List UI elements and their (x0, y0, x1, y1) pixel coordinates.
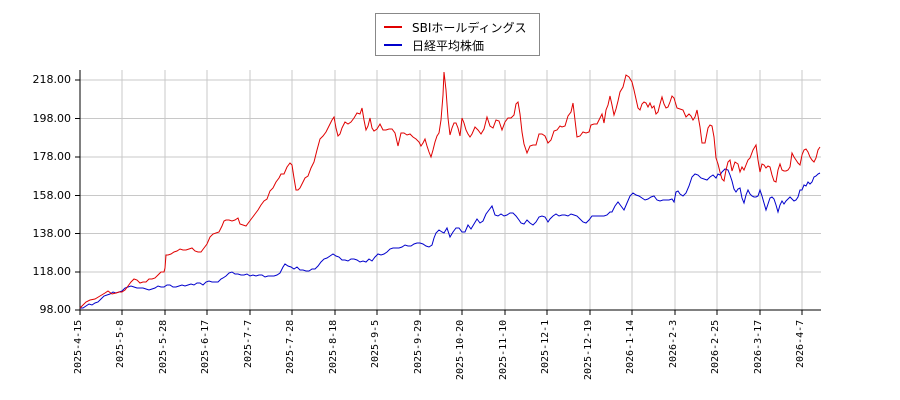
x-tick-label: 2025-12-1 (540, 319, 551, 374)
x-tick-label: 2025-9-29 (413, 319, 424, 374)
y-tick-label: 198.00 (32, 111, 72, 125)
x-tick-label: 2025-8-18 (328, 319, 339, 374)
grid-lines (79, 70, 821, 311)
x-tick-label: 2025-11-10 (498, 319, 509, 380)
legend-item-nikkei: 日経平均株価 (384, 36, 484, 54)
x-tick-label: 2025-12-19 (583, 319, 594, 380)
x-tick-label: 2026-2-3 (668, 319, 679, 368)
legend-swatch-blue-icon (384, 44, 402, 46)
x-tick-label: 2025-5-8 (115, 319, 126, 368)
x-tick-label: 2025-10-20 (455, 319, 466, 380)
y-tick-label: 218.00 (32, 73, 72, 86)
nikkei-series-line (80, 168, 821, 309)
x-tick-label: 2025-7-28 (285, 319, 296, 374)
y-tick-label: 138.00 (32, 226, 72, 240)
x-tick-label: 2025-6-17 (200, 319, 211, 374)
legend-swatch-red-icon (384, 26, 402, 28)
x-tick-label: 2025-7-7 (243, 319, 254, 368)
y-tick-label: 98.00 (39, 303, 72, 316)
axes-frame (75, 70, 821, 315)
legend-label-nikkei: 日経平均株価 (412, 38, 485, 53)
x-tick-label: 2026-2-25 (710, 319, 721, 374)
y-tick-label: 158.00 (32, 188, 72, 202)
x-tick-label: 2026-1-14 (625, 319, 636, 374)
sbi-series-line (79, 71, 821, 309)
legend-item-sbi: SBIホールディングス (384, 18, 527, 36)
x-tick-label: 2026-4-7 (795, 319, 806, 368)
x-tick-label: 2025-4-15 (73, 319, 84, 374)
legend-label-sbi: SBIホールディングス (412, 20, 527, 35)
y-tick-label: 178.00 (32, 150, 72, 163)
x-tick-label: 2026-3-17 (753, 319, 764, 374)
x-tick-label: 2025-5-28 (158, 319, 169, 374)
chart-legend: SBIホールディングス 日経平均株価 (375, 13, 540, 56)
x-tick-label: 2025-9-5 (370, 319, 381, 368)
y-tick-label: 118.00 (32, 265, 72, 278)
